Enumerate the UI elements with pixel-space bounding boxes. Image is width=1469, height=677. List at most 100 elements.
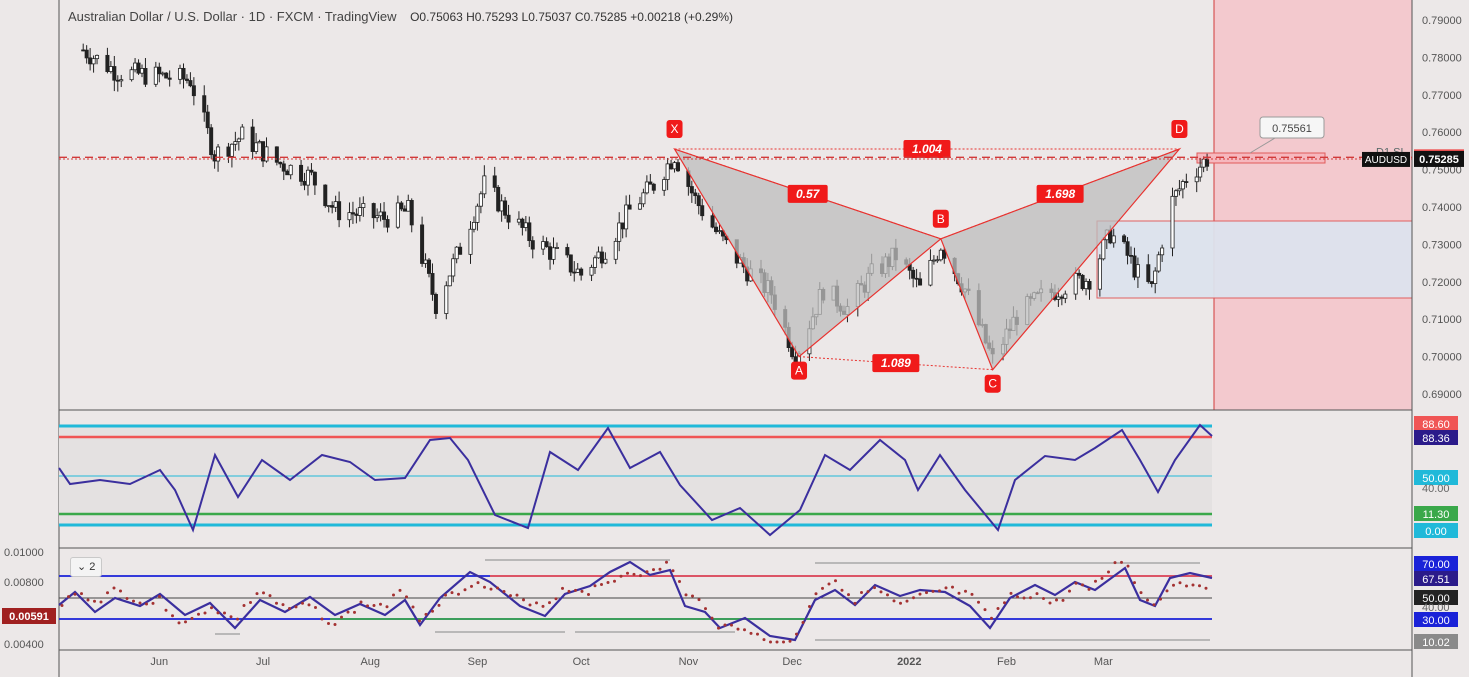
osc2-dot xyxy=(1016,595,1019,599)
osc2-dot xyxy=(593,584,597,588)
candle-body xyxy=(430,273,435,295)
candle-body xyxy=(1184,181,1189,183)
candle-body xyxy=(105,54,110,72)
osc2-dot xyxy=(1178,581,1182,585)
candle-body xyxy=(603,258,608,264)
candle-body xyxy=(551,247,556,260)
osc2-dot xyxy=(1035,592,1039,596)
osc2-dot xyxy=(944,586,948,590)
osc2-dot xyxy=(372,603,376,607)
osc2-dot xyxy=(710,616,714,620)
osc2-dot xyxy=(366,604,369,608)
osc2-dot xyxy=(1061,598,1065,602)
candle-body xyxy=(700,205,705,217)
time-tick-label: Jul xyxy=(256,656,270,668)
candle-body xyxy=(471,221,476,230)
osc2-dot xyxy=(990,616,993,620)
candle-body xyxy=(1101,239,1106,260)
osc2-dot xyxy=(515,593,519,597)
candle-body xyxy=(216,146,221,162)
candle-body xyxy=(1122,235,1127,243)
osc2-dot xyxy=(691,594,694,598)
candle-body xyxy=(129,69,134,81)
candle-body xyxy=(382,211,387,220)
osc2-left-value-tag: 0.00591 xyxy=(2,608,56,624)
osc2-dot xyxy=(756,632,759,636)
osc2-dot xyxy=(190,616,194,620)
osc2-dot xyxy=(1068,589,1071,593)
osc2-dot xyxy=(457,592,460,596)
candle-body xyxy=(530,240,535,250)
time-tick-label: Oct xyxy=(573,656,590,668)
oscillator-1-pane[interactable] xyxy=(58,423,1213,537)
osc2-dot xyxy=(1152,603,1156,607)
osc2-dot xyxy=(743,628,746,632)
osc2-dot xyxy=(262,591,265,595)
candle-body xyxy=(240,126,245,140)
svg-text:50.00: 50.00 xyxy=(1422,593,1450,605)
oscillator-2-pane[interactable] xyxy=(58,559,1213,644)
candle-body xyxy=(395,202,400,228)
candle-body xyxy=(160,72,165,75)
candle-body xyxy=(226,146,231,157)
osc2-dot xyxy=(1185,584,1188,588)
osc2-dot xyxy=(301,601,304,605)
candle-body xyxy=(672,162,677,170)
candle-body xyxy=(264,146,269,162)
osc2-dot xyxy=(983,608,987,612)
osc2-dot xyxy=(918,592,922,596)
candle-body xyxy=(91,58,96,65)
candle-body xyxy=(209,127,214,156)
svg-text:0.57: 0.57 xyxy=(796,187,821,201)
last-price-tag: 0.75285 xyxy=(1414,150,1464,167)
time-tick-label: 2022 xyxy=(897,656,921,668)
candle-body xyxy=(433,294,438,314)
ratio-label: 1.004 xyxy=(903,140,951,159)
osc2-dot xyxy=(762,638,766,642)
symbol-title[interactable]: Australian Dollar / U.S. Dollar · 1D · F… xyxy=(68,9,397,24)
candle-body xyxy=(506,214,511,223)
osc2-dot xyxy=(223,611,226,615)
osc2-dot xyxy=(1120,560,1123,564)
svg-text:1.698: 1.698 xyxy=(1045,187,1075,201)
candle-body xyxy=(572,271,577,274)
osc1-line xyxy=(58,423,1213,537)
price-tick-label: 0.76000 xyxy=(1422,127,1462,139)
candle-body xyxy=(710,215,715,228)
osc2-dot xyxy=(307,603,311,607)
candle-body xyxy=(1080,274,1085,290)
candle-body xyxy=(1056,296,1061,300)
candle-body xyxy=(1160,247,1165,256)
time-tick-label: Jun xyxy=(150,656,168,668)
osc2-dot xyxy=(242,603,246,607)
svg-text:AUDUSD: AUDUSD xyxy=(1365,155,1407,166)
candle-body xyxy=(589,266,594,276)
price-tick-label: 0.73000 xyxy=(1422,239,1462,251)
candle-body xyxy=(914,277,919,280)
candle-body xyxy=(181,67,186,80)
candle-body xyxy=(527,222,532,242)
candle-body xyxy=(575,268,580,273)
candle-body xyxy=(333,201,338,208)
candle-body xyxy=(565,247,570,256)
osc2-dot xyxy=(216,611,220,615)
osc2-dot xyxy=(398,588,402,592)
candle-body xyxy=(468,228,473,255)
osc2-dot xyxy=(1055,598,1058,602)
osc2-dot xyxy=(535,601,538,605)
candle-body xyxy=(236,138,241,142)
candle-body xyxy=(1180,181,1185,190)
osc2-dot xyxy=(502,589,506,593)
osc2-dot xyxy=(892,599,896,603)
osc1-axis-tag: 11.30 xyxy=(1414,506,1458,521)
svg-text:B: B xyxy=(937,212,945,226)
osc2-dot xyxy=(437,603,441,607)
candle-body xyxy=(371,203,376,219)
candle-body xyxy=(139,68,144,74)
indicator-toggle[interactable]: ⌄ 2 xyxy=(70,557,103,577)
candle-body xyxy=(1063,293,1068,299)
candle-body xyxy=(1198,166,1203,178)
candle-body xyxy=(385,219,390,228)
